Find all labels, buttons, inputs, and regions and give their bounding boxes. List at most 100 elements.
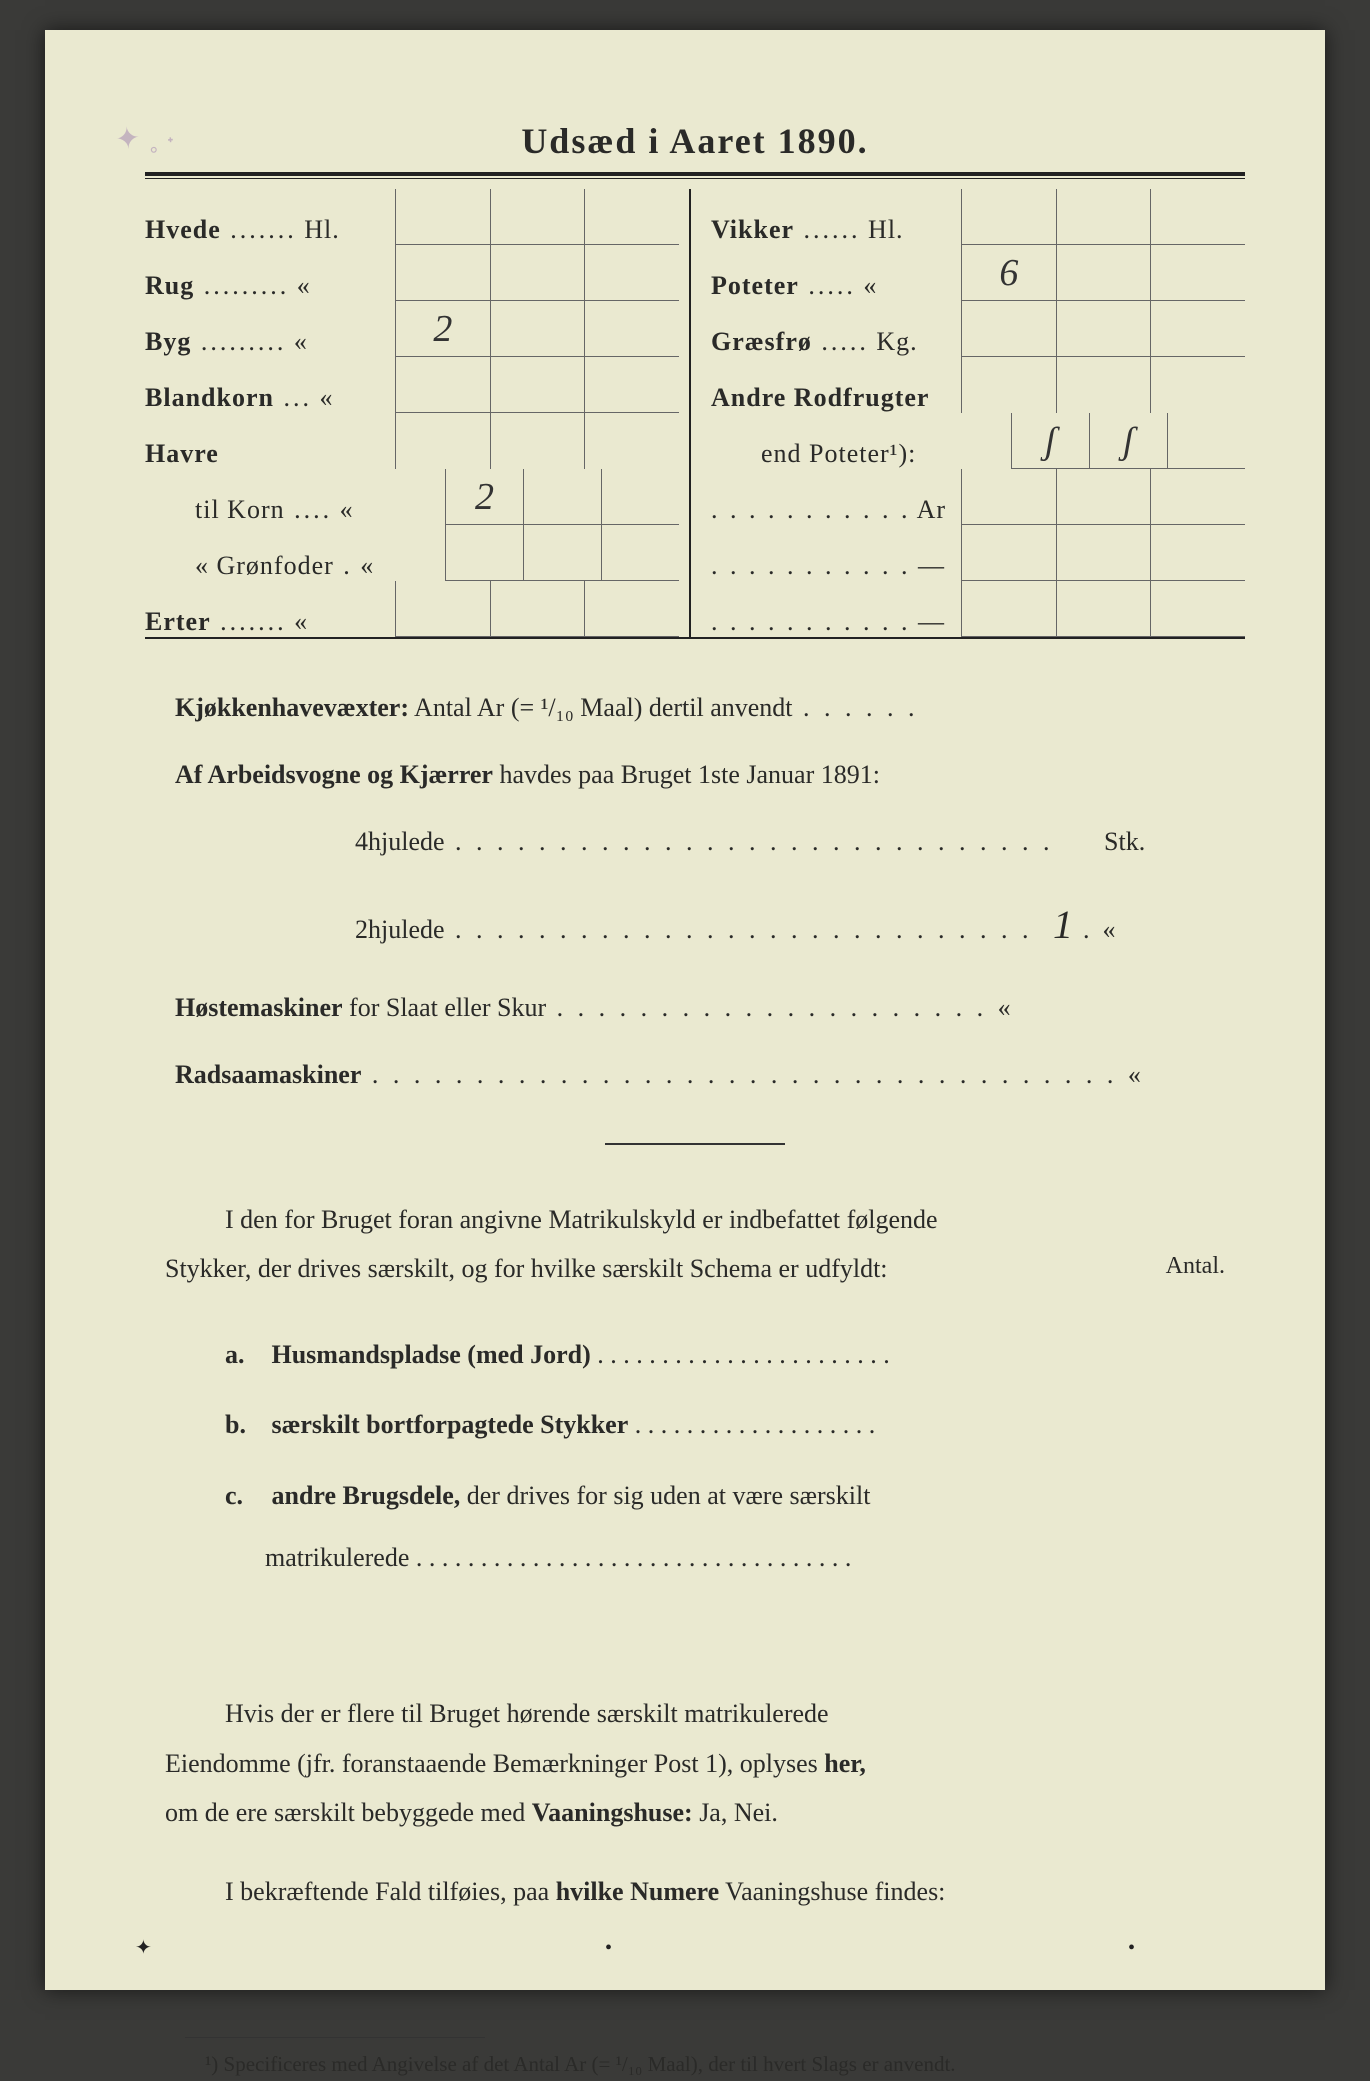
enumerated-list: a. Husmandspladse (med Jord) . . . . . .…: [225, 1324, 1205, 1590]
para3-bold: hvilke Numere: [556, 1877, 719, 1906]
list-item: a. Husmandspladse (med Jord) . . . . . .…: [225, 1324, 1205, 1386]
question-line: Radsaamaskiner . . . . . . . . . . . . .…: [175, 1046, 1215, 1103]
table-cell: [1150, 581, 1245, 637]
rule-top-thick: [145, 172, 1245, 176]
table-row: Byg ......... «2: [145, 301, 679, 357]
row-cells: [395, 581, 679, 637]
para3-b: Vaaningshuse findes:: [719, 1877, 945, 1906]
table-cell: [584, 357, 679, 413]
table-cell: ʃ: [1089, 413, 1167, 469]
seed-table: Hvede ....... Hl.Rug ......... «Byg ....…: [145, 189, 1245, 639]
row-label: Blandkorn ... «: [145, 383, 395, 413]
para2-line3-end: Ja, Nei.: [693, 1798, 778, 1827]
table-row: . . . . . . . . . . . —: [711, 581, 1245, 637]
row-cells: [961, 357, 1245, 413]
table-cell: [445, 525, 523, 581]
table-row: Erter ....... «: [145, 581, 679, 637]
question-line: Høstemaskiner for Slaat eller Skur . . .…: [175, 979, 1215, 1036]
table-cell: [395, 581, 490, 637]
table-row: Havre: [145, 413, 679, 469]
table-cell: 2: [445, 469, 523, 525]
table-row: til Korn .... «2: [145, 469, 679, 525]
item-b-text: særskilt bortforpagtede Stykker: [272, 1410, 629, 1439]
table-cell: ʃ: [1011, 413, 1089, 469]
row-cells: ʃʃ: [1011, 413, 1245, 469]
table-cell: [395, 357, 490, 413]
row-label: til Korn .... «: [145, 495, 445, 525]
row-label: Græsfrø ..... Kg.: [711, 327, 961, 357]
footnote: ¹) Specificeres med Angivelse af det Ant…: [205, 2048, 1225, 2081]
row-label: Hvede ....... Hl.: [145, 215, 395, 245]
q3-rest: for Slaat eller Skur: [343, 993, 547, 1022]
q3-unit: «: [998, 993, 1011, 1022]
table-cell: [584, 581, 679, 637]
para1-line2: Stykker, der drives særskilt, og for hvi…: [165, 1254, 888, 1283]
table-right-half: Vikker ...... Hl.Poteter ..... «6Græsfrø…: [691, 189, 1245, 637]
table-cell: [1150, 301, 1245, 357]
table-cell: [961, 189, 1056, 245]
table-cell: [490, 357, 585, 413]
table-cell: [1056, 525, 1151, 581]
para2-line2: Eiendomme (jfr. foranstaaende Bemærkning…: [165, 1749, 824, 1778]
row-cells: [961, 189, 1245, 245]
table-row: Poteter ..... «6: [711, 245, 1245, 301]
ink-smudge: ✦ ˳ ˖: [114, 117, 177, 157]
row-cells: [961, 469, 1245, 525]
table-row: Hvede ....... Hl.: [145, 189, 679, 245]
row-label: . . . . . . . . . . . —: [711, 551, 961, 581]
list-item: b. særskilt bortforpagtede Stykker . . .…: [225, 1394, 1205, 1456]
table-row: Rug ......... «: [145, 245, 679, 301]
table-cell: [490, 301, 585, 357]
table-row: . . . . . . . . . . . —: [711, 525, 1245, 581]
rule-top-thin: [145, 178, 1245, 179]
q3-lead: Høstemaskiner: [175, 993, 343, 1022]
q2b-value: 1: [1043, 881, 1083, 969]
table-row: Græsfrø ..... Kg.: [711, 301, 1245, 357]
list-item: c. andre Brugsdele, der drives for sig u…: [225, 1465, 1205, 1590]
table-cell: [961, 301, 1056, 357]
table-cell: [1150, 189, 1245, 245]
q4-unit: «: [1128, 1060, 1141, 1089]
row-label: . . . . . . . . . . . Ar: [711, 495, 961, 525]
table-cell: [601, 525, 679, 581]
row-cells: [395, 245, 679, 301]
question-subline: 2hjulede . . . . . . . . . . . . . . . .…: [175, 881, 1215, 969]
table-cell: [490, 189, 585, 245]
q2b-unit: «: [1103, 915, 1116, 944]
table-cell: [523, 525, 601, 581]
table-row: Blandkorn ... «: [145, 357, 679, 413]
footnote-rule: [185, 2037, 485, 2038]
q2a-unit: Stk.: [1104, 827, 1145, 856]
table-cell: [490, 413, 585, 469]
question-subline: 4hjulede . . . . . . . . . . . . . . . .…: [175, 813, 1215, 870]
pin-mark-icon: •: [1128, 1937, 1135, 1960]
page-title: Udsæd i Aaret 1890.: [145, 120, 1245, 162]
row-cells: 2: [395, 301, 679, 357]
table-cell: [490, 581, 585, 637]
table-cell: [523, 469, 601, 525]
row-label: Byg ......... «: [145, 327, 395, 357]
q1-lead: Kjøkkenhavevæxter:: [175, 693, 409, 722]
pin-mark-icon: •: [605, 1937, 612, 1960]
marker-a: a.: [225, 1324, 265, 1386]
paragraph-1: I den for Bruget foran angivne Matrikuls…: [165, 1195, 1225, 1294]
table-cell: [1056, 581, 1151, 637]
row-label: Erter ....... «: [145, 607, 395, 637]
question-line: Kjøkkenhavevæxter: Antal Ar (= ¹/₁₀ Maal…: [175, 679, 1215, 736]
row-cells: [961, 525, 1245, 581]
table-cell: [961, 581, 1056, 637]
q1-rest: Antal Ar (= ¹/₁₀ Maal) dertil anvendt: [409, 693, 793, 722]
row-label: « Grønfoder . «: [145, 551, 445, 581]
question-line: Af Arbeidsvogne og Kjærrer havdes paa Br…: [175, 746, 1215, 803]
item-c-lead: andre Brugsdele,: [272, 1481, 461, 1510]
row-label: end Poteter¹):: [711, 439, 1011, 469]
table-cell: [584, 189, 679, 245]
table-cell: [1150, 357, 1245, 413]
table-cell: 2: [395, 301, 490, 357]
paragraph-3: I bekræftende Fald tilføies, paa hvilke …: [165, 1867, 1225, 1916]
row-cells: 6: [961, 245, 1245, 301]
row-cells: [445, 525, 679, 581]
row-label: Havre: [145, 439, 395, 469]
q4-lead: Radsaamaskiner: [175, 1060, 361, 1089]
paragraph-2: Hvis der er flere til Bruget hørende sær…: [165, 1689, 1225, 1837]
